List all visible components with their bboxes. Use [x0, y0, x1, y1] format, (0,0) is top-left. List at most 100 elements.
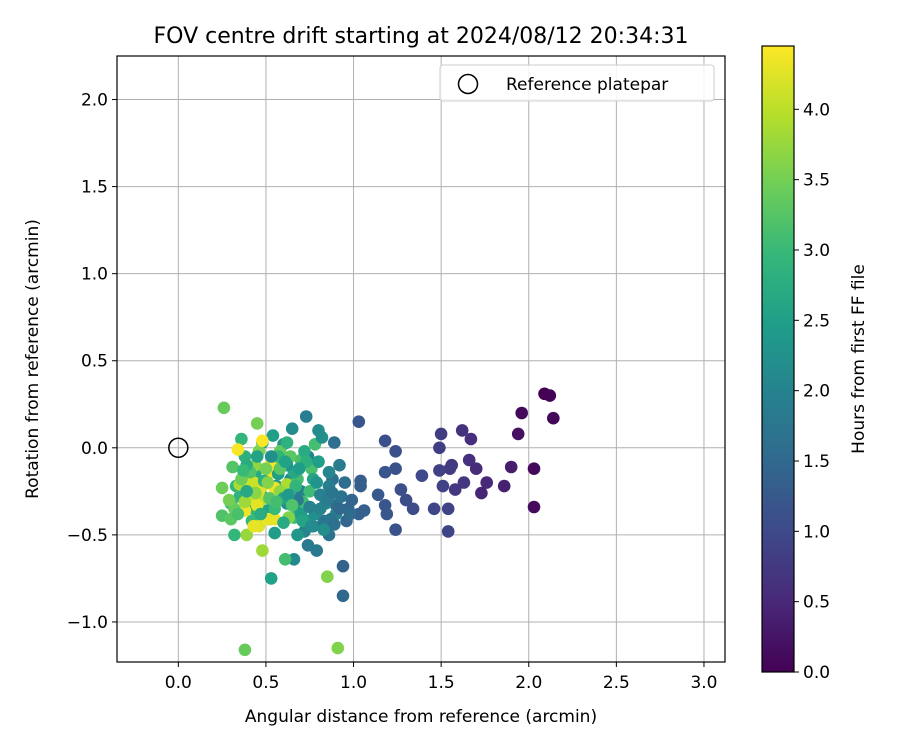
data-point: [299, 410, 313, 423]
data-point: [354, 479, 367, 493]
data-point: [268, 526, 282, 540]
legend: Reference platepar: [439, 64, 715, 102]
data-point: [280, 436, 294, 449]
data-point: [371, 488, 385, 502]
data-point: [389, 462, 402, 476]
data-point: [389, 445, 402, 458]
data-point: [326, 486, 339, 500]
colorbar-tick-label: 0.0: [803, 663, 830, 683]
data-point: [289, 479, 303, 493]
x-axis-ticks: 0.0 0.5 1.0 1.5 2.0 2.5 3.0: [165, 662, 717, 693]
colorbar-tick-label: 3.5: [803, 171, 830, 191]
grid-lines: [117, 56, 725, 662]
data-point: [427, 502, 441, 516]
data-point: [256, 434, 269, 448]
data-point: [352, 415, 366, 429]
data-point: [475, 486, 488, 500]
data-point: [441, 502, 455, 516]
data-point: [515, 406, 528, 420]
data-point: [547, 411, 560, 425]
data-point: [497, 479, 511, 493]
data-point: [336, 589, 350, 603]
data-point: [328, 518, 341, 531]
data-point: [266, 429, 280, 442]
data-point: [457, 476, 471, 489]
data-points: [168, 387, 560, 657]
x-tick-label: 2.5: [603, 673, 630, 693]
data-point: [317, 523, 331, 536]
legend-marker: [457, 73, 479, 95]
data-point: [291, 528, 304, 542]
y-tick-label: 1.5: [81, 178, 108, 198]
data-point: [285, 499, 299, 512]
data-point: [443, 462, 457, 476]
plot-frame: [116, 55, 726, 663]
data-point: [455, 424, 469, 437]
data-point: [378, 434, 392, 448]
data-point: [543, 389, 557, 402]
data-point: [434, 427, 448, 441]
colorbar-tick-label: 2.0: [803, 382, 830, 402]
data-point: [406, 502, 420, 516]
data-point: [228, 528, 241, 542]
colorbar-tick-label: 3.0: [803, 241, 830, 261]
x-axis-label: Angular distance from reference (arcmin): [245, 707, 597, 727]
data-point: [254, 507, 267, 521]
data-point: [247, 476, 260, 489]
legend-box: [439, 64, 715, 102]
colorbar: 0.0 0.5 1.0 1.5 2.0 2.5 3.0 3.5 4.0 Hours from f…: [761, 45, 869, 683]
data-point: [278, 455, 292, 469]
x-tick-label: 1.5: [428, 673, 455, 693]
data-point: [343, 507, 357, 521]
data-point: [441, 525, 455, 538]
data-point: [333, 458, 346, 472]
data-point: [378, 465, 392, 479]
x-tick-label: 0.5: [252, 673, 279, 693]
data-point: [345, 493, 359, 507]
colorbar-tick-label: 2.5: [803, 311, 830, 331]
data-point: [448, 483, 462, 496]
colorbar-label: Hours from first FF file: [849, 264, 869, 454]
data-point: [231, 507, 245, 521]
data-point: [250, 450, 264, 463]
colorbar-tick-label: 1.0: [803, 522, 830, 542]
y-tick-label: −0.5: [67, 526, 108, 546]
data-point: [312, 424, 325, 437]
data-point: [264, 572, 278, 585]
y-tick-label: 0.0: [81, 439, 108, 459]
y-axis-label: Rotation from reference (arcmin): [23, 219, 43, 499]
data-point: [238, 495, 252, 509]
data-point: [314, 502, 327, 516]
data-point: [226, 460, 239, 474]
data-point: [222, 493, 236, 507]
x-tick-label: 1.0: [340, 673, 367, 693]
data-point: [322, 465, 336, 479]
data-point: [312, 455, 325, 469]
data-point: [464, 432, 478, 446]
data-point: [301, 539, 315, 552]
y-tick-label: 1.0: [81, 265, 108, 285]
data-point: [231, 443, 245, 456]
data-point: [287, 553, 301, 566]
data-point: [527, 500, 541, 514]
data-point: [215, 481, 229, 495]
data-point: [504, 460, 518, 474]
data-point: [352, 507, 366, 521]
data-point: [328, 436, 341, 449]
data-point: [433, 441, 446, 455]
y-tick-label: 0.5: [81, 352, 108, 372]
data-point: [380, 507, 394, 521]
data-point: [256, 544, 269, 557]
data-point: [480, 476, 494, 489]
data-point: [303, 500, 317, 514]
x-tick-label: 0.0: [165, 673, 192, 693]
data-point: [321, 570, 334, 583]
data-point: [303, 485, 317, 498]
data-point: [298, 445, 311, 458]
data-point: [250, 417, 264, 430]
data-point: [338, 476, 352, 489]
data-point: [240, 528, 253, 542]
x-tick-label: 2.0: [515, 673, 542, 693]
